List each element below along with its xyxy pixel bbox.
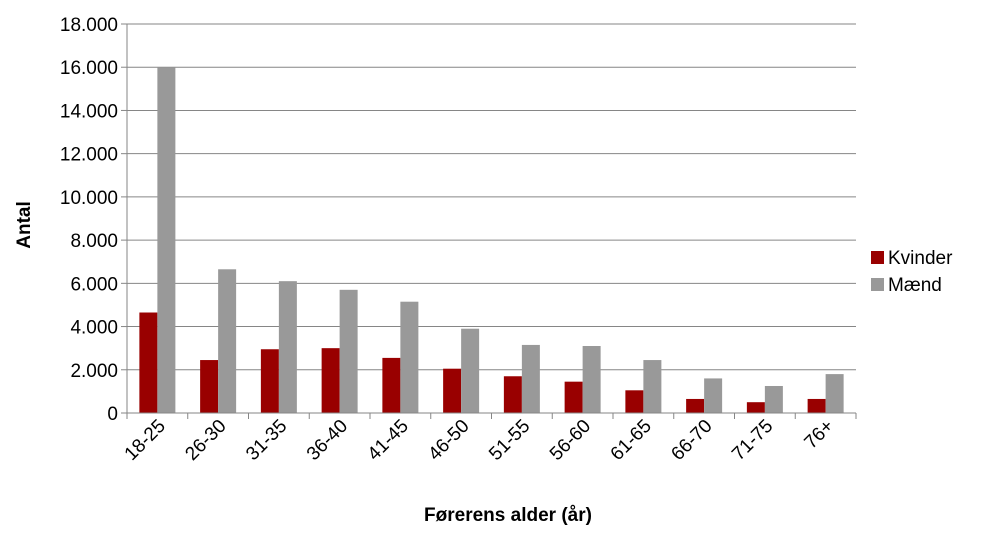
bar-mænd-71-75 xyxy=(764,385,783,413)
legend-swatch-kvinder xyxy=(871,251,884,264)
x-tick-label: 26-30 xyxy=(181,416,230,465)
x-tick-label: 71-75 xyxy=(728,416,777,465)
bar-kvinder-41-45 xyxy=(382,357,401,413)
bar-kvinder-31-35 xyxy=(260,349,279,413)
legend: Kvinder Mænd xyxy=(871,248,953,296)
bar-kvinder-66-70 xyxy=(686,398,705,413)
bar-kvinder-26-30 xyxy=(200,360,219,413)
y-tick-labels: 0 2.000 4.000 6.000 8.000 10.000 12.000 14.000 1… xyxy=(60,15,118,425)
y-tick-label: 0 xyxy=(107,404,118,425)
bars xyxy=(139,67,844,413)
bar-mænd-31-35 xyxy=(278,281,297,413)
bar-kvinder-71-75 xyxy=(746,402,765,413)
bar-mænd-56-60 xyxy=(582,346,601,413)
x-tick-label: 41-45 xyxy=(364,416,413,465)
x-tick-label: 51-55 xyxy=(485,416,534,465)
bar-mænd-41-45 xyxy=(400,301,419,413)
x-tick-label: 46-50 xyxy=(424,416,473,465)
x-axis-title: Førerens alder (år) xyxy=(424,505,592,526)
x-tick-label: 56-60 xyxy=(546,416,595,465)
bar-kvinder-76+ xyxy=(807,398,826,413)
x-tick-label: 18-25 xyxy=(121,416,170,465)
bar-kvinder-56-60 xyxy=(564,381,583,413)
bar-mænd-46-50 xyxy=(461,328,480,413)
y-tick-label: 16.000 xyxy=(60,58,118,79)
legend-swatch-mænd xyxy=(871,278,884,291)
bar-mænd-66-70 xyxy=(704,378,723,413)
x-tick-label: 66-70 xyxy=(667,416,716,465)
y-tick-label: 14.000 xyxy=(60,101,118,122)
bar-kvinder-18-25 xyxy=(139,312,158,413)
bar-mænd-51-55 xyxy=(521,344,540,413)
x-tick-label: 31-35 xyxy=(242,416,291,465)
y-axis-title: Antal xyxy=(14,201,35,249)
bar-mænd-61-65 xyxy=(643,360,662,413)
bar-kvinder-51-55 xyxy=(503,376,522,413)
y-tick-label: 8.000 xyxy=(70,231,118,252)
legend-label-kvinder: Kvinder xyxy=(888,248,953,269)
bar-kvinder-46-50 xyxy=(443,368,462,413)
y-tick-label: 6.000 xyxy=(70,274,118,295)
bar-mænd-18-25 xyxy=(157,67,176,413)
gridlines xyxy=(127,23,856,371)
x-tick-labels: 18-25 26-30 31-35 36-40 41-45 46-50 51-55 56-60… xyxy=(121,416,838,465)
x-tick-label: 61-65 xyxy=(607,416,656,465)
bar-mænd-26-30 xyxy=(218,269,237,413)
y-tick-label: 2.000 xyxy=(70,361,118,382)
y-tick-label: 4.000 xyxy=(70,318,118,339)
x-tick-label: 36-40 xyxy=(303,416,352,465)
axes xyxy=(121,23,857,419)
bar-mænd-36-40 xyxy=(339,289,358,413)
legend-label-mænd: Mænd xyxy=(888,275,942,296)
y-tick-label: 18.000 xyxy=(60,15,118,36)
bar-kvinder-61-65 xyxy=(625,390,644,413)
bar-kvinder-36-40 xyxy=(321,348,340,413)
bar-mænd-76+ xyxy=(825,374,844,413)
x-tick-label: 76+ xyxy=(801,416,839,454)
y-tick-label: 12.000 xyxy=(60,145,118,166)
y-tick-label: 10.000 xyxy=(60,188,118,209)
